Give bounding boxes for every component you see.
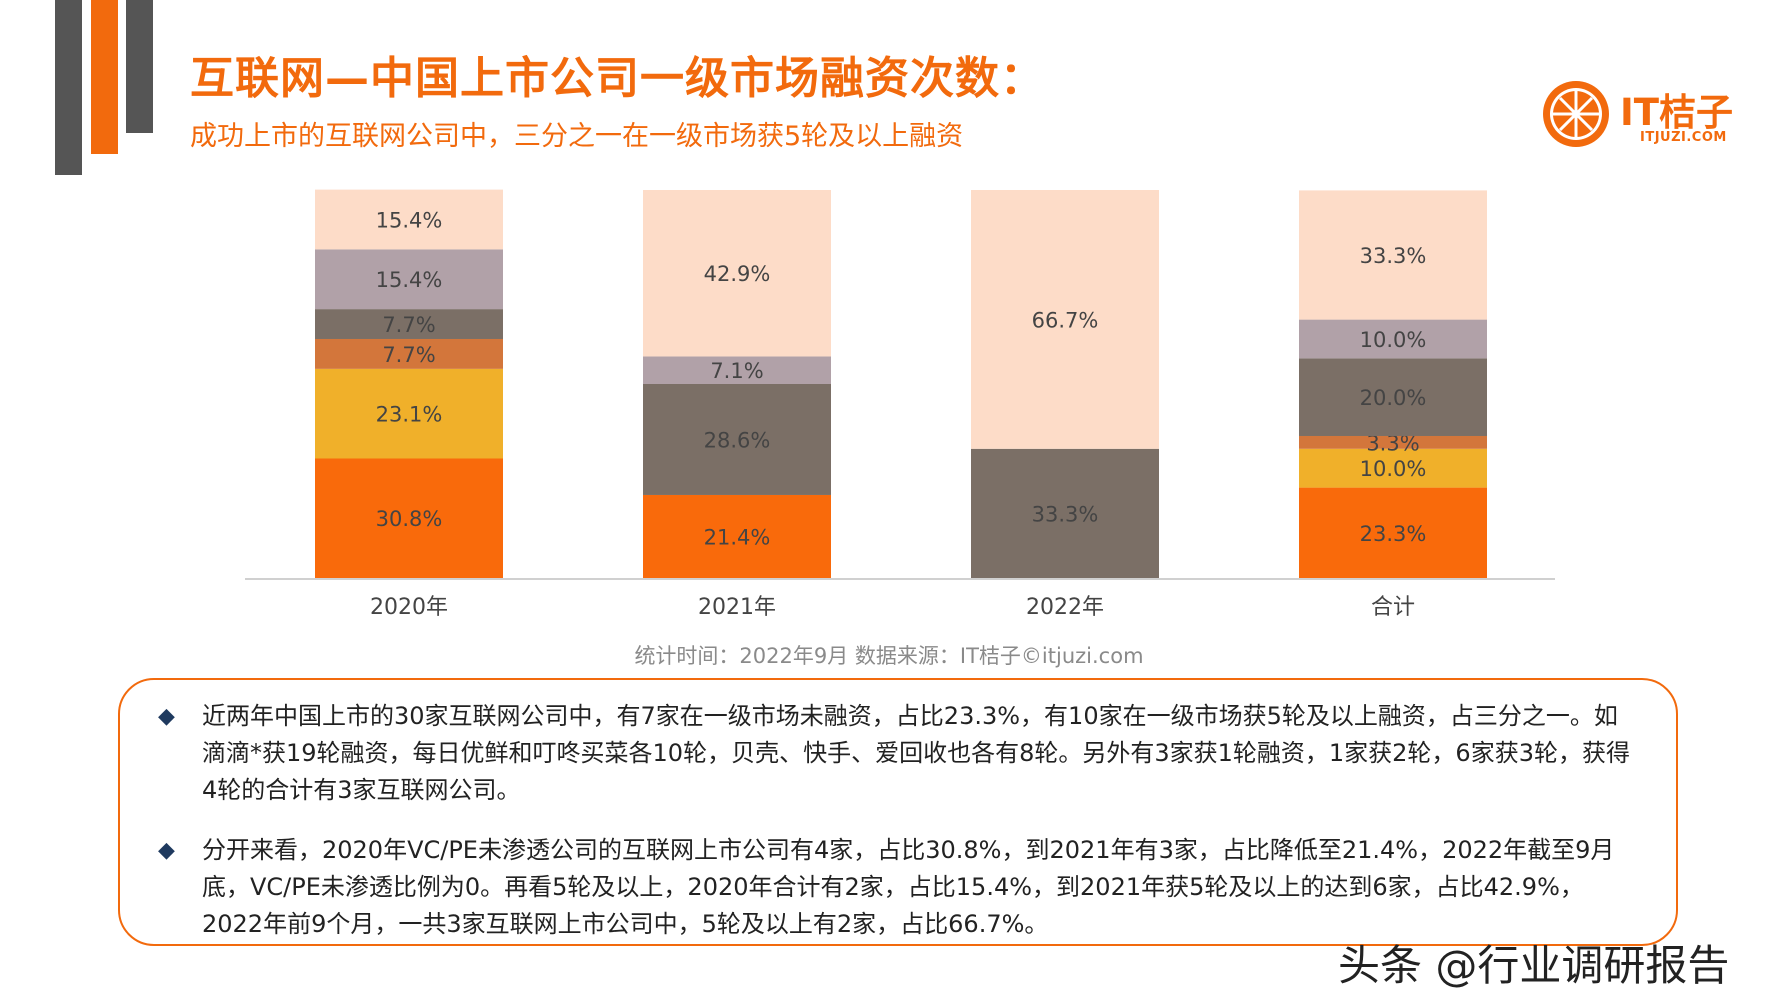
note-item-1: ◆ 近两年中国上市的30家互联网公司中，有7家在一级市场未融资，占比23.3%，… [158, 698, 1638, 809]
bar-value-label: 7.7% [382, 343, 435, 367]
bar-segment [315, 249, 503, 310]
bar-value-label: 7.7% [382, 313, 435, 337]
page-subtitle: 成功上市的互联网公司中，三分之一在一级市场获5轮及以上融资 [190, 121, 964, 152]
stacked-bar-chart: 30.8% 23.1% 7.7% 7.7% 15.4% 15.4% 2020年 21.4% 28… [245, 189, 1555, 620]
logo-url: ITJUZI.COM [1640, 130, 1727, 145]
logo-name: IT桔子 [1620, 91, 1734, 134]
bar-value-label: 7.1% [710, 359, 763, 383]
bar-segment [1299, 319, 1487, 359]
page-title: 互联网—中国上市公司一级市场融资次数： [190, 53, 1045, 104]
bar-value-label: 10.0% [1360, 457, 1427, 481]
bar-segment [971, 448, 1159, 578]
category-tick-label: 合计 [1371, 595, 1415, 620]
deco-bar-gray-left [55, 0, 82, 175]
bar-value-label: 33.3% [1032, 502, 1099, 526]
bar-segment [643, 190, 831, 357]
bar-value-label: 33.3% [1360, 244, 1427, 268]
bar-value-label: 15.4% [376, 268, 443, 292]
deco-bar-orange [91, 0, 118, 154]
bar-value-label: 15.4% [376, 208, 443, 232]
orange-slice-logo-icon [1543, 81, 1609, 147]
bar-value-label: 20.0% [1360, 386, 1427, 410]
bar-value-label: 28.6% [704, 428, 771, 452]
diamond-bullet-icon: ◆ [158, 838, 175, 863]
diamond-bullet-icon: ◆ [158, 704, 175, 729]
bar-segment [315, 338, 503, 369]
notes-box [118, 678, 1678, 946]
bar-value-label: 23.3% [1360, 522, 1427, 546]
bar-value-label: 30.8% [376, 507, 443, 531]
bar-segment [315, 189, 503, 250]
deco-bar-gray-right [126, 0, 153, 133]
bar-value-label: 42.9% [704, 262, 771, 286]
bar-segment [643, 356, 831, 384]
bar-segment [1299, 190, 1487, 320]
watermark: 头条 @行业调研报告 [1338, 941, 1730, 990]
bar-segment [315, 309, 503, 339]
note-text-1: 近两年中国上市的30家互联网公司中，有7家在一级市场未融资，占比23.3%，有1… [202, 702, 1630, 804]
category-tick-label: 2022年 [1026, 595, 1104, 620]
bar-value-label: 21.4% [704, 525, 771, 549]
bar-segment [315, 368, 503, 459]
bar-segment [971, 190, 1159, 449]
bar-segment [1299, 435, 1487, 449]
bar-value-label: 66.7% [1032, 308, 1099, 332]
note-text-2: 分开来看，2020年VC/PE未渗透公司的互联网上市公司有4家，占比30.8%，… [202, 836, 1615, 938]
category-tick-label: 2021年 [698, 595, 776, 620]
data-source-note: 统计时间：2022年9月 数据来源：IT桔子©itjuzi.com [634, 644, 1144, 668]
bar-value-label: 23.1% [376, 403, 443, 427]
bar-segment [643, 494, 831, 578]
bar-segment [315, 458, 503, 578]
category-tick-label: 2020年 [370, 595, 448, 620]
note-item-2: ◆ 分开来看，2020年VC/PE未渗透公司的互联网上市公司有4家，占比30.8… [158, 832, 1638, 943]
bar-segment [643, 384, 831, 495]
bar-segment [1299, 448, 1487, 488]
bar-segment [1299, 358, 1487, 436]
bar-segment [1299, 487, 1487, 578]
bar-value-label: 10.0% [1360, 328, 1427, 352]
